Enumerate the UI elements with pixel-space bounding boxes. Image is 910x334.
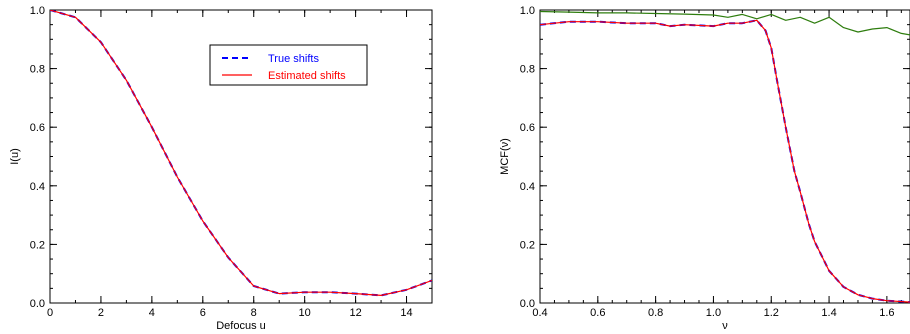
y-tick-label: 0.4 bbox=[30, 181, 45, 193]
series-group bbox=[50, 10, 432, 297]
legend-label: True shifts bbox=[268, 53, 319, 65]
y-axis-label: I(u) bbox=[9, 148, 21, 165]
plot-frame bbox=[539, 9, 910, 304]
x-tick-label: 0 bbox=[47, 307, 53, 319]
y-tick-label: 0.2 bbox=[520, 239, 535, 251]
x-axis-label: ν bbox=[722, 320, 728, 332]
y-tick-label: 0.4 bbox=[520, 181, 535, 193]
y-tick-label: 0.8 bbox=[30, 64, 45, 76]
series-group bbox=[540, 10, 910, 303]
y-tick-label: 0.0 bbox=[520, 298, 535, 310]
x-tick-label: 10 bbox=[299, 307, 311, 319]
right-chart-panel: 0.4 0.6 0.8 1.0 1.2 1.4 1.60.00.20.40.60.81.0ν… bbox=[499, 5, 910, 332]
y-tick-label: 0.6 bbox=[30, 122, 45, 134]
legend: True shifts Estimated shifts bbox=[209, 44, 368, 86]
x-tick-label: 2 bbox=[98, 307, 104, 319]
series-line-series-2 bbox=[540, 10, 910, 36]
x-tick-label: 8 bbox=[251, 307, 257, 319]
series-line-series-0 bbox=[540, 19, 910, 303]
x-tick-label: 4 bbox=[149, 307, 155, 319]
series-line-estimated-shifts bbox=[50, 10, 432, 296]
x-tick-label: 14 bbox=[400, 307, 412, 319]
x-tick-label: 0.4 bbox=[532, 307, 547, 319]
series-line-series-1 bbox=[540, 19, 910, 303]
y-axis-label: MCF(ν) bbox=[499, 138, 511, 175]
y-tick-label: 0.2 bbox=[30, 239, 45, 251]
left-chart-panel: 0 2 4 6 8 10 12 14 0.0 0.2 0.4 0.6 0.8 1.0 Defocus u I(… bbox=[9, 5, 433, 332]
legend-box bbox=[209, 44, 368, 86]
y-tick-label: 0.8 bbox=[520, 64, 535, 76]
x-tick-label: 0.8 bbox=[648, 307, 663, 319]
y-tick-label: 0.0 bbox=[30, 298, 45, 310]
x-tick-label: 1.4 bbox=[821, 307, 836, 319]
legend-label: Estimated shifts bbox=[268, 70, 346, 82]
y-tick-label: 1.0 bbox=[520, 5, 535, 17]
x-tick-label: 6 bbox=[200, 307, 206, 319]
x-tick-label: 12 bbox=[349, 307, 361, 319]
x-tick-label: 1.0 bbox=[706, 307, 721, 319]
x-tick-label: 1.6 bbox=[879, 307, 894, 319]
x-axis-label: Defocus u bbox=[216, 320, 266, 332]
x-tick-label: 1.2 bbox=[764, 307, 779, 319]
y-tick-label: 1.0 bbox=[30, 5, 45, 17]
x-tick-label: 0.6 bbox=[590, 307, 605, 319]
y-tick-label: 0.6 bbox=[520, 122, 535, 134]
